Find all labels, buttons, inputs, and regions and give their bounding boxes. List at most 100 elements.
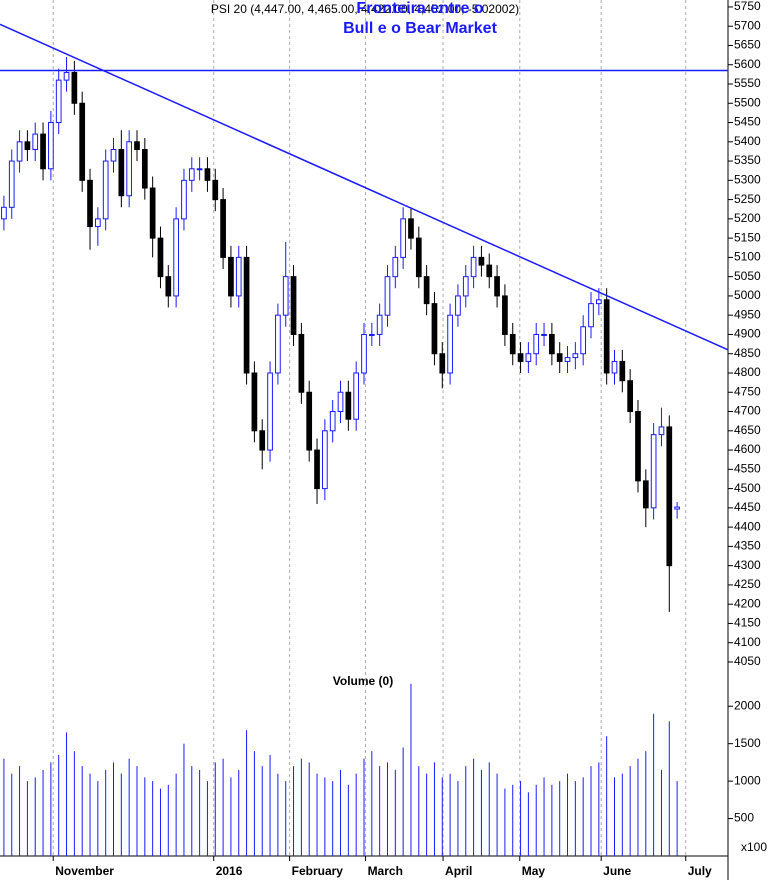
- candle-body: [400, 218, 406, 258]
- candle-body: [611, 360, 618, 374]
- y-tick-label: 5600: [734, 57, 761, 71]
- candle-body: [447, 314, 453, 374]
- chart-title: PSI 20 (4,447.00, 4,465.00, 4,422.00, 4,…: [211, 2, 519, 16]
- unit-label: x100: [741, 840, 767, 854]
- y-tick-label: 5450: [734, 115, 761, 129]
- y-tick-label: 4750: [734, 384, 761, 398]
- candle-body: [517, 353, 524, 362]
- y-tick-label: 4450: [734, 500, 761, 514]
- candle-body: [118, 149, 125, 197]
- trendline: [0, 23, 729, 351]
- candle-body: [181, 179, 187, 220]
- candle-body: [408, 218, 414, 239]
- candle-body: [282, 276, 289, 316]
- candle-body: [462, 276, 469, 297]
- candle-body: [572, 353, 579, 359]
- candle-body: [415, 237, 422, 278]
- candle-body: [642, 480, 649, 509]
- candle-body: [595, 299, 602, 305]
- y-tick-label: 5400: [734, 134, 761, 148]
- candle-body: [337, 391, 344, 413]
- y-tick-label: 4300: [734, 558, 761, 572]
- y-tick-label: 4900: [734, 327, 761, 341]
- candle-body: [212, 179, 219, 201]
- candle-body: [251, 372, 258, 432]
- candle-body: [423, 276, 430, 305]
- candle-body: [549, 333, 555, 355]
- x-tick-label: May: [522, 864, 546, 878]
- y-tick-label: 4650: [734, 423, 761, 437]
- y-tick-label: 5750: [734, 0, 761, 13]
- candle-body: [361, 333, 367, 374]
- candle-body: [345, 391, 352, 420]
- candle-body: [494, 276, 500, 297]
- candle-body: [40, 133, 46, 170]
- candle-body: [63, 71, 70, 81]
- candle-body: [102, 160, 109, 220]
- candle-body: [666, 426, 673, 567]
- y-tick-label: 5300: [734, 173, 761, 187]
- candle-body: [509, 333, 516, 355]
- y-tick-label: 4800: [734, 365, 761, 379]
- candle-body: [149, 187, 156, 239]
- candle-body: [220, 199, 226, 258]
- candle-body: [48, 122, 54, 170]
- candle-body: [16, 141, 23, 162]
- y-tick-label: 4350: [734, 539, 761, 553]
- candle-body: [165, 276, 172, 297]
- y-tick-label: 5100: [734, 250, 761, 264]
- candle-body: [384, 276, 391, 316]
- candle-body: [8, 160, 15, 208]
- candle-body: [95, 218, 101, 228]
- x-tick-label: February: [292, 864, 344, 878]
- x-tick-label: July: [688, 864, 712, 878]
- candle-body: [556, 353, 563, 362]
- candle-body: [525, 353, 532, 362]
- candle-body: [658, 426, 665, 436]
- candle-body: [204, 168, 211, 181]
- candle-body: [650, 434, 657, 509]
- y-tick-label: 4400: [734, 519, 761, 533]
- candle-body: [486, 264, 493, 278]
- candle-body: [541, 333, 547, 336]
- candle-body: [627, 380, 633, 413]
- candle-body: [275, 314, 281, 374]
- x-tick-label: June: [603, 864, 631, 878]
- y-tick-label: 4950: [734, 307, 761, 321]
- candle-body: [259, 430, 266, 451]
- candle-body: [376, 314, 383, 335]
- candle-body: [470, 256, 477, 278]
- x-tick-label: March: [368, 864, 403, 878]
- candle-body: [674, 506, 680, 510]
- candle-body: [243, 256, 250, 374]
- volume-title: Volume (0): [333, 674, 393, 688]
- x-tick-label: 2016: [216, 864, 243, 878]
- candle-body: [353, 372, 360, 420]
- y-tick-label: 5250: [734, 192, 761, 206]
- y-tick-label: 5200: [734, 211, 761, 225]
- y-tick-label: 4850: [734, 346, 761, 360]
- candle-body: [439, 353, 446, 374]
- candle-body: [32, 133, 39, 151]
- y-tick-label: 4700: [734, 404, 761, 418]
- y-tick-label: 4100: [734, 635, 761, 649]
- candle-body: [314, 449, 320, 490]
- candle-body: [455, 295, 461, 316]
- candle-body: [173, 218, 179, 297]
- y-tick-label: 5700: [734, 18, 761, 32]
- y-tick-label: 5050: [734, 269, 761, 283]
- y-tick-label: 4550: [734, 461, 761, 475]
- candle-body: [580, 326, 587, 355]
- candle-body: [79, 102, 86, 181]
- candle-body: [635, 411, 641, 482]
- subtitle: Bull e o Bear Market: [343, 20, 498, 37]
- y-tick-label: 4050: [734, 654, 761, 668]
- candle-body: [1, 206, 7, 220]
- y-tick-label: 4600: [734, 442, 761, 456]
- candle-body: [502, 295, 508, 335]
- subtitle: Fronteira entre o: [356, 0, 483, 17]
- candle-body: [478, 256, 485, 266]
- candle-body: [267, 372, 273, 451]
- candle-body: [188, 168, 195, 181]
